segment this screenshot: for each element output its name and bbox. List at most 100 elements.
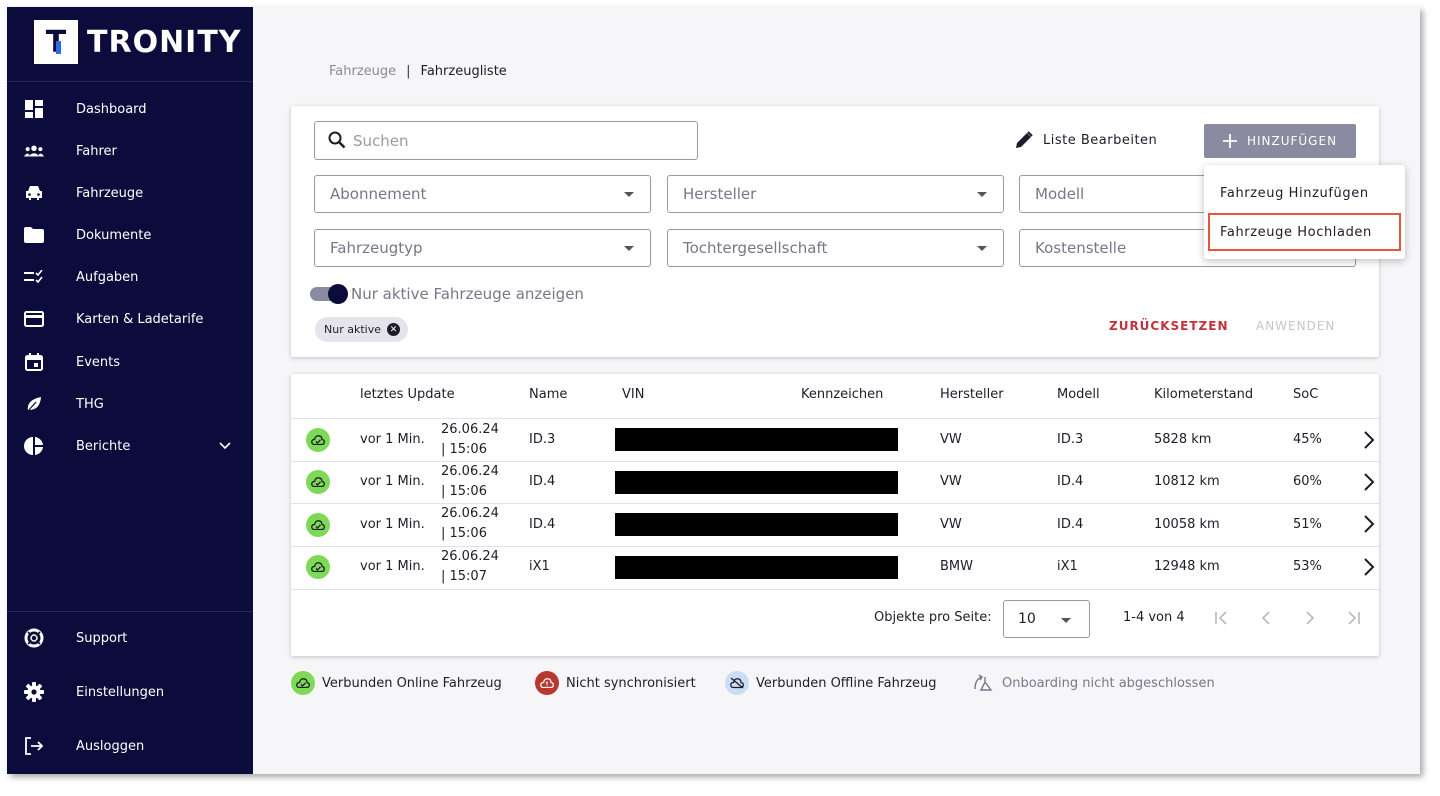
sidebar-item-label: Berichte <box>76 438 131 454</box>
legend-not-synced: Nicht synchronisiert <box>535 671 696 695</box>
menu-item-add-vehicle[interactable]: Fahrzeug Hinzufügen <box>1220 185 1369 201</box>
column-header-plate[interactable]: Kennzeichen <box>801 387 884 402</box>
sidebar-item-label: Dokumente <box>76 227 152 243</box>
sidebar-item-thg[interactable]: THG <box>7 389 253 419</box>
sidebar-item-label: THG <box>76 396 104 412</box>
sidebar-item-support[interactable]: Support <box>7 623 253 653</box>
caret-down-icon <box>624 246 634 251</box>
column-header-last-update[interactable]: letztes Update <box>360 387 455 402</box>
edit-list-label: Liste Bearbeiten <box>1043 132 1158 148</box>
sidebar-item-fahrer[interactable]: Fahrer <box>7 136 253 166</box>
chevron-down-icon[interactable] <box>218 439 232 453</box>
vehicle-model: ID.4 <box>1057 474 1084 489</box>
add-button-label: HINZUFÜGEN <box>1246 134 1338 148</box>
toggle-knob <box>328 284 348 304</box>
caret-down-icon <box>977 192 987 197</box>
vehicle-model: ID.4 <box>1057 517 1084 532</box>
per-page-label: Objekte pro Seite: <box>874 610 992 625</box>
add-button[interactable]: HINZUFÜGEN <box>1204 124 1356 158</box>
active-only-toggle[interactable] <box>310 284 348 304</box>
search-field[interactable] <box>314 121 698 160</box>
select-label: Tochtergesellschaft <box>683 239 828 257</box>
edit-list-button[interactable]: Liste Bearbeiten <box>1015 131 1157 149</box>
cloud-online-icon <box>291 671 315 695</box>
last-update-ago: vor 1 Min. <box>360 432 425 447</box>
sidebar-item-einstellungen[interactable]: Einstellungen <box>7 677 253 707</box>
menu-item-upload-vehicles[interactable]: Fahrzeuge Hochladen <box>1208 213 1401 251</box>
abonnement-select[interactable]: Abonnement <box>314 175 651 213</box>
redacted-vin-plate <box>615 556 898 579</box>
vehicle-maker: BMW <box>940 559 973 574</box>
card-icon <box>24 309 44 329</box>
chevron-right-icon[interactable] <box>1362 557 1376 577</box>
fahrzeugtyp-select[interactable]: Fahrzeugtyp <box>314 229 651 267</box>
sidebar-item-fahrzeuge[interactable]: Fahrzeuge <box>7 178 253 208</box>
cloud-warning-icon <box>535 671 559 695</box>
last-update-date: 26.06.24 <box>441 549 499 564</box>
brand-logo[interactable]: T TRONITY <box>34 20 242 64</box>
cloud-off-icon <box>725 671 749 695</box>
next-page-icon[interactable] <box>1301 607 1319 629</box>
prev-page-icon[interactable] <box>1257 607 1275 629</box>
legend-label: Verbunden Online Fahrzeug <box>322 675 502 691</box>
sidebar-item-events[interactable]: Events <box>7 347 253 377</box>
calendar-icon <box>24 352 44 372</box>
plus-icon <box>1222 134 1237 148</box>
legend-label: Onboarding nicht abgeschlossen <box>1002 675 1215 691</box>
breadcrumb: Fahrzeuge | Fahrzeugliste <box>329 64 507 79</box>
sidebar-item-dashboard[interactable]: Dashboard <box>7 94 253 124</box>
column-header-maker[interactable]: Hersteller <box>940 387 1004 402</box>
reset-button[interactable]: ZURÜCKSETZEN <box>1109 319 1229 333</box>
last-update-date: 26.06.24 <box>441 422 499 437</box>
search-input[interactable] <box>353 131 683 151</box>
sidebar-item-label: Events <box>76 354 121 370</box>
vehicle-mileage: 10812 km <box>1154 474 1220 489</box>
logo-mark: T <box>34 20 78 64</box>
sidebar-item-karten[interactable]: Karten & Ladetarife <box>7 304 253 334</box>
column-header-mileage[interactable]: Kilometerstand <box>1154 387 1254 402</box>
sidebar-item-berichte[interactable]: Berichte <box>7 431 253 461</box>
lifebuoy-icon <box>24 628 44 648</box>
sidebar-item-label: Fahrzeuge <box>76 185 144 201</box>
toggle-label: Nur aktive Fahrzeuge anzeigen <box>351 285 584 303</box>
last-page-icon[interactable] <box>1344 607 1362 629</box>
vehicle-name: ID.4 <box>529 474 556 489</box>
column-header-vin[interactable]: VIN <box>622 387 645 402</box>
search-icon <box>328 131 346 149</box>
column-header-model[interactable]: Modell <box>1057 387 1100 402</box>
breadcrumb-parent-link[interactable]: Fahrzeuge <box>329 64 397 79</box>
sidebar-item-ausloggen[interactable]: Ausloggen <box>7 731 253 761</box>
vehicle-soc: 60% <box>1293 474 1322 489</box>
pencil-icon <box>1016 131 1033 148</box>
last-update-time: | 15:06 <box>441 526 487 541</box>
sidebar-item-label: Aufgaben <box>76 269 139 285</box>
select-label: Hersteller <box>683 185 757 203</box>
select-label: Fahrzeugtyp <box>330 239 423 257</box>
row-divider <box>291 461 1379 462</box>
hersteller-select[interactable]: Hersteller <box>667 175 1004 213</box>
add-menu: Fahrzeug Hinzufügen Fahrzeuge Hochladen <box>1204 165 1405 259</box>
vehicle-soc: 45% <box>1293 432 1322 447</box>
chip-remove-icon[interactable]: ✕ <box>386 323 400 336</box>
first-page-icon[interactable] <box>1213 607 1231 629</box>
chevron-right-icon[interactable] <box>1362 472 1376 492</box>
app-window: T TRONITY Dashboard Fahrer Fahrzeuge <box>7 7 1420 774</box>
folder-icon <box>24 225 44 245</box>
legend-label: Nicht synchronisiert <box>566 675 696 691</box>
sidebar-item-aufgaben[interactable]: Aufgaben <box>7 262 253 292</box>
chevron-right-icon[interactable] <box>1362 430 1376 450</box>
gear-icon <box>24 682 44 702</box>
cloud-online-icon <box>306 513 330 537</box>
chevron-right-icon[interactable] <box>1362 514 1376 534</box>
legend-online: Verbunden Online Fahrzeug <box>291 671 502 695</box>
vehicle-soc: 51% <box>1293 517 1322 532</box>
apply-button[interactable]: ANWENDEN <box>1256 319 1336 333</box>
per-page-select[interactable]: 10 <box>1003 600 1090 638</box>
tochtergesellschaft-select[interactable]: Tochtergesellschaft <box>667 229 1004 267</box>
select-label: Kostenstelle <box>1035 239 1127 257</box>
vehicle-maker: VW <box>940 474 962 489</box>
sidebar-item-dokumente[interactable]: Dokumente <box>7 220 253 250</box>
last-update-ago: vor 1 Min. <box>360 517 425 532</box>
column-header-soc[interactable]: SoC <box>1293 387 1319 402</box>
column-header-name[interactable]: Name <box>529 387 568 402</box>
